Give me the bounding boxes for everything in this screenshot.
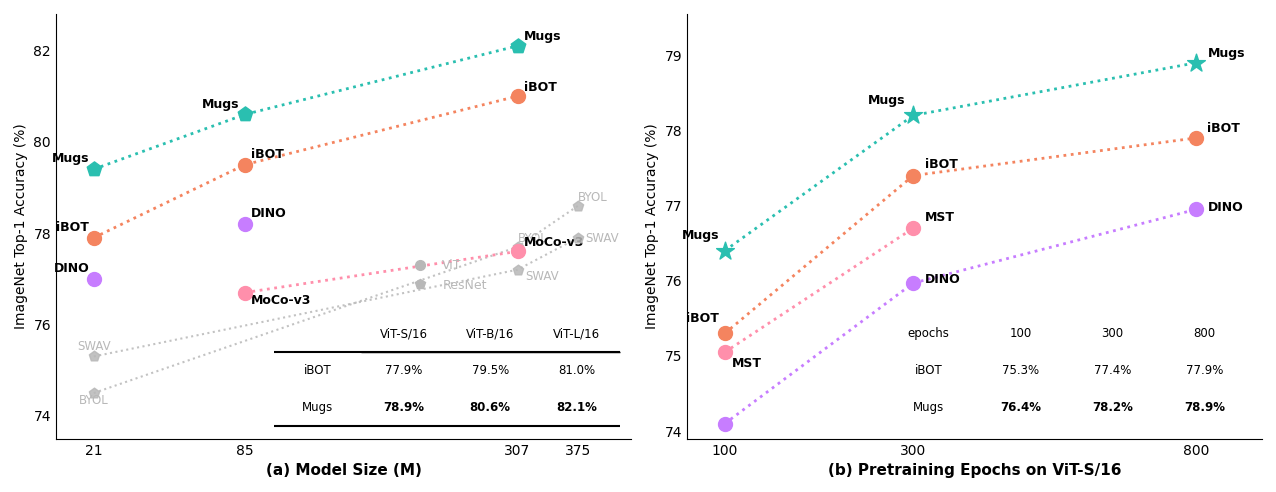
Point	[715, 247, 735, 255]
Text: MoCo-v3: MoCo-v3	[251, 294, 311, 307]
Point	[235, 289, 255, 297]
Text: MST: MST	[925, 211, 954, 224]
Text: SWAV: SWAV	[526, 270, 559, 283]
Text: DINO: DINO	[54, 262, 89, 275]
Text: BYOL: BYOL	[518, 232, 547, 246]
Text: iBOT: iBOT	[925, 158, 957, 171]
Text: Mugs: Mugs	[1207, 47, 1245, 60]
Text: DINO: DINO	[925, 273, 961, 286]
Point	[568, 234, 588, 242]
Point	[508, 266, 528, 274]
Point	[903, 224, 924, 232]
Point	[235, 110, 255, 118]
Text: BYOL: BYOL	[79, 395, 108, 407]
Point	[508, 92, 528, 100]
Point	[508, 243, 528, 251]
Text: iBOT: iBOT	[686, 312, 720, 325]
Point	[715, 348, 735, 356]
X-axis label: (b) Pretraining Epochs on ViT-S/16: (b) Pretraining Epochs on ViT-S/16	[828, 463, 1122, 478]
Text: iBOT: iBOT	[523, 81, 556, 93]
Text: Mugs: Mugs	[202, 97, 239, 111]
Point	[903, 112, 924, 120]
Text: MoCo-v3: MoCo-v3	[523, 236, 584, 249]
Text: SWAV: SWAV	[77, 339, 111, 353]
Point	[1185, 134, 1206, 142]
Text: Mugs: Mugs	[52, 153, 89, 165]
Text: iBOT: iBOT	[251, 148, 285, 161]
Point	[903, 172, 924, 180]
Point	[1185, 59, 1206, 67]
Point	[715, 420, 735, 428]
Point	[235, 161, 255, 169]
Text: DINO: DINO	[251, 207, 287, 220]
Point	[508, 247, 528, 255]
Text: DINO: DINO	[1207, 201, 1243, 214]
Point	[83, 165, 103, 173]
Point	[568, 202, 588, 210]
Text: Mugs: Mugs	[523, 31, 561, 43]
Point	[83, 275, 103, 283]
Point	[83, 449, 103, 457]
Point	[1185, 206, 1206, 214]
Text: MST: MST	[732, 357, 762, 370]
Point	[508, 42, 528, 50]
Point	[235, 220, 255, 228]
Y-axis label: ImageNet Top-1 Accuracy (%): ImageNet Top-1 Accuracy (%)	[14, 123, 28, 329]
Text: iBOT: iBOT	[1207, 122, 1240, 135]
Y-axis label: ImageNet Top-1 Accuracy (%): ImageNet Top-1 Accuracy (%)	[644, 123, 658, 329]
Point	[83, 234, 103, 242]
Point	[83, 389, 103, 397]
X-axis label: (a) Model Size (M): (a) Model Size (M)	[265, 463, 421, 478]
Point	[715, 330, 735, 338]
Legend: ViT, ResNet: ViT, ResNet	[402, 254, 491, 297]
Point	[903, 279, 924, 287]
Text: iBOT: iBOT	[56, 221, 89, 234]
Text: BYOL: BYOL	[578, 191, 607, 204]
Point	[83, 353, 103, 361]
Text: Mugs: Mugs	[868, 94, 906, 107]
Text: SWAV: SWAV	[586, 232, 619, 246]
Text: Mugs: Mugs	[681, 229, 720, 243]
